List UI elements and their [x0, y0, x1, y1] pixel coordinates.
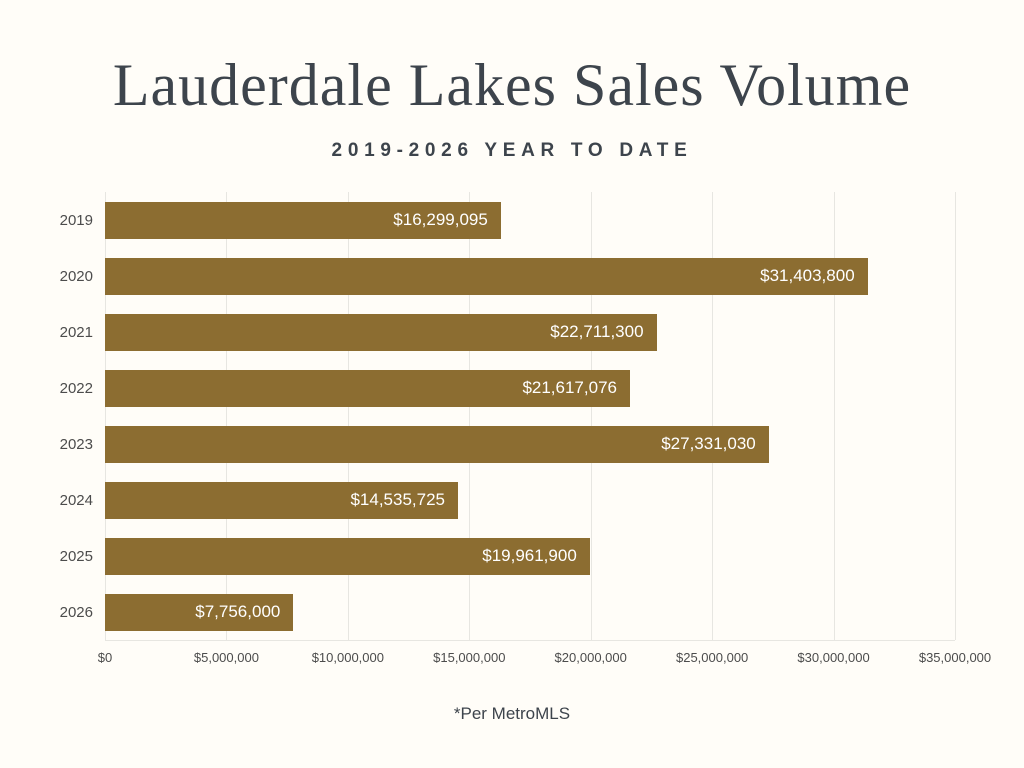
bar-value-label: $27,331,030: [661, 434, 756, 453]
chart-row: $22,711,300: [105, 304, 955, 360]
chart-row: $27,331,030: [105, 416, 955, 472]
x-axis: $0 $5,000,000 $10,000,000 $15,000,000 $20,00…: [98, 650, 991, 676]
bar-2019: $16,299,095: [105, 201, 501, 239]
x-tick-label: $5,000,000: [193, 650, 259, 665]
bar-2025: $19,961,900: [105, 537, 590, 575]
bar-2020: $31,403,800: [105, 257, 868, 295]
bar-chart: 2019 2020 2021 2022 2023 2024 2025 2026 $16,299…: [38, 192, 991, 676]
chart-row: $21,617,076: [105, 360, 955, 416]
chart-row: $7,756,000: [105, 584, 955, 640]
bar-value-label: $22,711,300: [550, 322, 644, 341]
bar-value-label: $19,961,900: [482, 546, 577, 565]
y-axis-label: 2022: [59, 379, 93, 397]
x-tick-label: $0: [97, 650, 113, 665]
y-axis-label: 2020: [59, 267, 93, 285]
y-axis-label: 2023: [59, 435, 93, 453]
x-tick-label: $35,000,000: [918, 650, 992, 665]
chart-subtitle: 2019-2026 YEAR TO DATE: [331, 140, 693, 161]
bar-value-label: $31,403,800: [760, 266, 855, 285]
chart-row: $19,961,900: [105, 528, 955, 584]
bar-2024: $14,535,725: [105, 481, 458, 519]
chart-title: Lauderdale Lakes Sales Volume: [112, 52, 912, 118]
bar-value-label: $14,535,725: [350, 490, 445, 509]
y-axis-label: 2026: [59, 603, 93, 621]
x-tick-label: $25,000,000: [675, 650, 749, 665]
x-tick-label: $15,000,000: [433, 650, 506, 665]
bar-2026: $7,756,000: [105, 593, 294, 631]
y-axis-labels: 2019 2020 2021 2022 2023 2024 2025 2026: [38, 192, 105, 676]
y-axis-label: 2025: [59, 547, 93, 565]
bar-value-label: $7,756,000: [195, 602, 281, 621]
plot-area: $16,299,095 $31,403,800 $22,711,300 $21,617…: [98, 192, 991, 676]
bar-2022: $21,617,076: [105, 369, 630, 407]
source-note: *Per MetroMLS: [453, 704, 571, 723]
x-tick-label: $10,000,000: [311, 650, 384, 665]
chart-row: $14,535,725: [105, 472, 955, 528]
y-axis-label: 2024: [59, 491, 93, 509]
chart-row: $31,403,800: [105, 248, 955, 304]
x-tick-label: $30,000,000: [797, 650, 870, 665]
bar-value-label: $21,617,076: [522, 378, 617, 397]
bar-rows: $16,299,095 $31,403,800 $22,711,300 $21,617…: [105, 192, 955, 641]
bar-value-label: $16,299,095: [393, 210, 488, 229]
y-axis-label: 2019: [59, 211, 93, 229]
x-tick-label: $20,000,000: [554, 650, 627, 665]
y-axis-label: 2021: [59, 323, 93, 341]
gridline: [955, 192, 956, 640]
bar-2021: $22,711,300: [105, 313, 657, 351]
chart-row: $16,299,095: [105, 192, 955, 248]
bar-2023: $27,331,030: [105, 425, 769, 463]
